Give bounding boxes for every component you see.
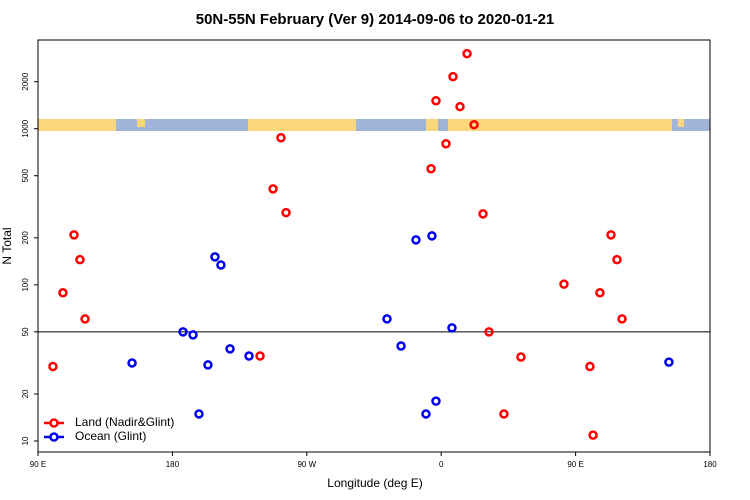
point (382, 314, 392, 324)
y-tick-label: 20 (21, 389, 30, 398)
point (426, 164, 436, 174)
point (478, 209, 488, 219)
x-axis-label: Longitude (deg E) (327, 476, 422, 490)
legend-marker (49, 418, 59, 428)
point (455, 101, 465, 112)
point (484, 327, 494, 337)
legend-marker (49, 432, 59, 442)
point (427, 231, 437, 241)
point (617, 314, 627, 324)
point (244, 351, 254, 361)
point (127, 358, 137, 368)
point (75, 254, 85, 265)
point (216, 260, 226, 270)
point (447, 323, 457, 333)
plot-frame (37, 39, 711, 453)
point (441, 139, 451, 149)
legend-label: Ocean (Glint) (75, 429, 146, 443)
point (178, 327, 188, 337)
land-strip (678, 119, 684, 127)
y-tick-label: 100 (21, 278, 30, 292)
land-strip (426, 119, 438, 131)
point (203, 360, 213, 370)
x-tick-label: 0 (439, 460, 444, 469)
point (588, 430, 598, 440)
point (612, 254, 622, 265)
y-tick-label: 50 (21, 327, 30, 336)
point (431, 396, 441, 406)
legend-label: Land (Nadir&Glint) (75, 415, 174, 429)
point (58, 287, 68, 298)
point (80, 314, 90, 324)
point (516, 352, 526, 362)
point (595, 287, 605, 298)
point (664, 357, 674, 367)
point (606, 230, 616, 240)
y-tick-label: 10 (21, 436, 30, 445)
point (396, 341, 406, 351)
point (469, 119, 479, 130)
y-axis-label: N Total (0, 227, 14, 264)
land-strip (38, 119, 116, 131)
point (559, 279, 569, 289)
y-tick-label: 200 (21, 231, 30, 245)
point (268, 184, 278, 194)
y-tick-label: 500 (21, 168, 30, 182)
point (281, 207, 291, 218)
land-strip (137, 119, 145, 127)
point (255, 351, 265, 361)
x-tick-label: 180 (166, 460, 180, 469)
y-tick-label: 2000 (21, 72, 30, 90)
point (431, 96, 441, 106)
x-tick-label: 90 E (30, 460, 46, 469)
point (585, 361, 595, 372)
point (411, 235, 421, 245)
land-strip (248, 119, 356, 131)
point (48, 361, 58, 372)
point (188, 330, 198, 340)
point (194, 409, 204, 419)
chart-title: 50N-55N February (Ver 9) 2014-09-06 to 2… (196, 11, 555, 28)
x-tick-label: 180 (703, 460, 717, 469)
point (276, 133, 286, 143)
point (448, 71, 458, 82)
point (210, 252, 220, 262)
land-ocean-strip (38, 119, 710, 131)
point (225, 344, 235, 354)
y-tick-label: 1000 (21, 119, 30, 137)
point (462, 48, 472, 59)
land-strip (448, 119, 672, 131)
point (69, 230, 79, 240)
x-tick-label: 90 W (297, 460, 316, 469)
x-tick-label: 90 E (567, 460, 583, 469)
point (421, 409, 431, 419)
point (499, 409, 509, 419)
